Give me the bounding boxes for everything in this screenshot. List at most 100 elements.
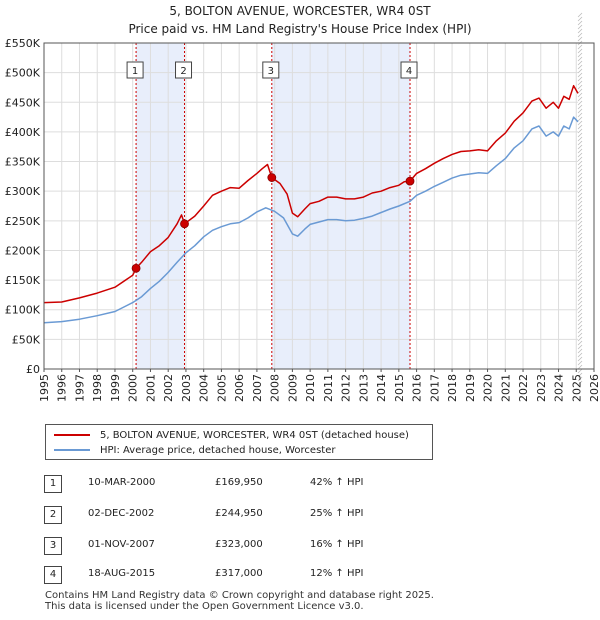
y-tick-label: £350K (5, 156, 41, 169)
sale-date: 02-DEC-2002 (88, 508, 155, 519)
forecast-hatch (577, 216, 583, 222)
chart-title: 5, BOLTON AVENUE, WORCESTER, WR4 0ST (169, 4, 431, 18)
legend-swatch-hpi (54, 449, 90, 451)
forecast-hatch (577, 268, 583, 274)
forecast-hatch (577, 112, 583, 118)
forecast-hatch (577, 104, 583, 110)
sale-hpi-change: 42% ↑ HPI (310, 477, 364, 488)
forecast-hatch (577, 264, 583, 270)
x-tick-label: 2011 (322, 374, 335, 402)
forecast-hatch (577, 320, 583, 326)
forecast-hatch (577, 352, 583, 358)
forecast-hatch (577, 168, 583, 174)
x-tick-label: 1996 (56, 374, 69, 402)
forecast-hatch (577, 304, 583, 310)
legend-swatch-property (54, 434, 90, 436)
sale-price: £317,000 (215, 568, 263, 579)
x-tick-label: 1998 (91, 374, 104, 402)
y-tick-label: £550K (5, 37, 41, 50)
x-tick-label: 1997 (73, 374, 86, 402)
x-tick-label: 2023 (535, 374, 548, 402)
sale-price: £169,950 (215, 477, 263, 488)
forecast-hatch (577, 196, 583, 202)
forecast-hatch (577, 312, 583, 318)
y-tick-label: £450K (5, 96, 41, 109)
forecast-hatch (577, 348, 583, 354)
sale-point (405, 176, 415, 186)
sale-hpi-change: 16% ↑ HPI (310, 539, 364, 550)
forecast-hatch (577, 80, 583, 86)
forecast-hatch (577, 212, 583, 218)
sale-hpi-change: 25% ↑ HPI (310, 508, 364, 519)
x-tick-label: 2009 (286, 374, 299, 402)
forecast-hatch (577, 280, 583, 286)
x-tick-label: 2017 (428, 374, 441, 402)
x-tick-label: 2001 (144, 374, 157, 402)
forecast-hatch (577, 328, 583, 334)
x-tick-label: 2004 (198, 374, 211, 402)
x-tick-label: 2007 (251, 374, 264, 402)
y-tick-label: £0 (26, 363, 40, 376)
forecast-hatch (577, 372, 583, 378)
forecast-hatch (577, 140, 583, 146)
x-tick-label: 2024 (553, 374, 566, 402)
forecast-hatch (577, 116, 583, 122)
forecast-hatch (577, 336, 583, 342)
forecast-hatch (577, 224, 583, 230)
footer-copyright: Contains HM Land Registry data © Crown c… (45, 590, 434, 601)
forecast-hatch (577, 256, 583, 262)
hpi-line (43, 116, 579, 324)
footer-licence: This data is licensed under the Open Gov… (45, 601, 364, 612)
x-tick-label: 2025 (570, 374, 583, 402)
forecast-hatch (577, 120, 583, 126)
forecast-hatch (577, 172, 583, 178)
forecast-hatch (577, 236, 583, 242)
y-tick-label: £500K (5, 67, 41, 80)
x-tick-label: 2022 (517, 374, 530, 402)
forecast-hatch (577, 244, 583, 250)
forecast-hatch (577, 284, 583, 290)
forecast-hatch (577, 272, 583, 278)
sale-number-badge: 1 (44, 475, 62, 493)
sale-price: £323,000 (215, 539, 263, 550)
chart-subtitle: Price paid vs. HM Land Registry's House … (128, 22, 472, 36)
forecast-hatch (577, 96, 583, 102)
forecast-hatch (577, 260, 583, 266)
legend-item-property: 5, BOLTON AVENUE, WORCESTER, WR4 0ST (de… (54, 428, 409, 442)
price-chart: 1 2 3 4 £0 £50K £100K £150K £200K £250K £300K £350K… (5, 12, 600, 402)
sale-label-number: 2 (180, 66, 186, 77)
sale-date: 10-MAR-2000 (88, 477, 156, 488)
sale-label-box (175, 61, 193, 79)
forecast-hatch (577, 48, 583, 54)
forecast-hatch (577, 100, 583, 106)
sale-label-number: 4 (406, 66, 412, 77)
forecast-hatch (577, 332, 583, 338)
y-tick-label: £250K (5, 215, 41, 228)
sale-label-number: 1 (132, 66, 138, 77)
forecast-hatch (577, 376, 583, 382)
forecast-hatch (577, 252, 583, 258)
x-tick-label: 1999 (109, 374, 122, 402)
shaded-range (136, 43, 185, 369)
forecast-hatch (577, 68, 583, 74)
sale-hpi-change: 12% ↑ HPI (310, 568, 364, 579)
y-tick-label: £50K (12, 333, 41, 346)
forecast-hatch (577, 240, 583, 246)
y-tick-label: £300K (5, 185, 41, 198)
sale-number-badge: 2 (44, 506, 62, 524)
sale-date: 01-NOV-2007 (88, 539, 155, 550)
forecast-hatch (577, 152, 583, 158)
forecast-hatch (577, 52, 583, 58)
forecast-hatch (577, 192, 583, 198)
forecast-hatch (577, 72, 583, 78)
forecast-hatch (577, 136, 583, 142)
forecast-hatch (577, 144, 583, 150)
forecast-hatch (577, 356, 583, 362)
sale-label-box (400, 61, 418, 79)
forecast-hatch (577, 340, 583, 346)
chart-title-block: 5, BOLTON AVENUE, WORCESTER, WR4 0ST Pri… (0, 2, 600, 38)
sale-point (131, 263, 141, 273)
forecast-hatch (577, 184, 583, 190)
forecast-hatch (577, 32, 583, 38)
forecast-hatch (577, 364, 583, 370)
